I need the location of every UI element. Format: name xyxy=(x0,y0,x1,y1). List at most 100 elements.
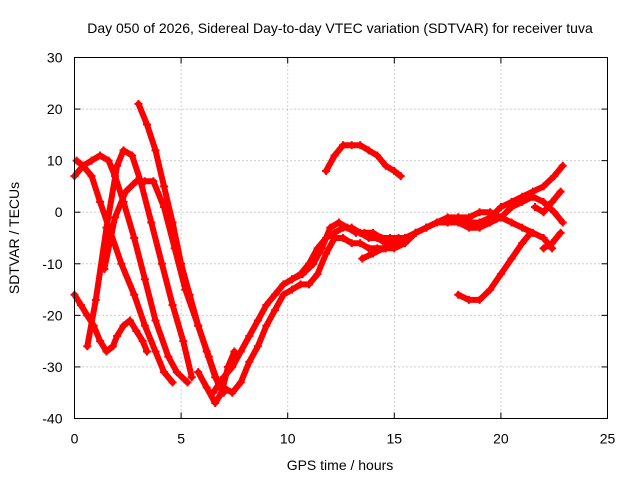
data-series-track-7 xyxy=(194,347,239,408)
data-point-marker xyxy=(411,228,420,237)
data-point-marker xyxy=(507,203,516,212)
data-point-marker xyxy=(187,373,196,382)
chart-title: Day 050 of 2026, Sidereal Day-to-day VTE… xyxy=(87,20,593,36)
data-point-marker xyxy=(140,321,149,330)
data-point-marker xyxy=(550,208,559,217)
data-point-marker xyxy=(130,234,139,242)
data-point-marker xyxy=(298,270,307,279)
data-point-marker xyxy=(377,234,386,242)
data-point-marker xyxy=(245,331,254,340)
data-point-marker xyxy=(496,213,505,222)
data-point-marker xyxy=(177,259,186,268)
data-point-marker xyxy=(356,141,365,150)
data-point-marker xyxy=(548,239,557,248)
data-point-marker xyxy=(183,378,192,387)
data-point-marker xyxy=(96,337,105,346)
data-series-line xyxy=(135,100,227,396)
data-point-marker xyxy=(496,203,505,212)
data-point-marker xyxy=(140,275,149,284)
data-point-marker xyxy=(179,337,188,346)
data-point-marker xyxy=(209,388,218,397)
data-point-marker xyxy=(313,270,322,279)
data-point-marker xyxy=(296,280,305,289)
data-point-marker xyxy=(432,218,441,227)
data-point-marker xyxy=(526,228,535,237)
data-point-marker xyxy=(339,141,348,150)
data-series-line xyxy=(532,188,564,216)
data-point-marker xyxy=(236,347,245,356)
data-point-marker xyxy=(219,383,228,392)
data-point-marker xyxy=(334,218,343,227)
data-point-marker xyxy=(79,161,88,170)
data-point-marker xyxy=(151,316,160,325)
data-series-line xyxy=(323,142,404,180)
data-series-track-1 xyxy=(70,290,151,356)
data-series-track-15 xyxy=(454,228,535,304)
y-tick-label: 0 xyxy=(55,204,63,220)
data-point-marker xyxy=(172,368,181,377)
data-point-marker xyxy=(550,172,559,181)
data-point-marker xyxy=(262,301,271,310)
data-point-marker xyxy=(287,285,296,294)
data-point-marker xyxy=(185,290,194,299)
data-tracks xyxy=(70,99,567,408)
data-point-marker xyxy=(368,228,377,237)
data-point-marker xyxy=(119,146,128,155)
x-axis-label: GPS time / hours xyxy=(287,457,394,473)
data-point-marker xyxy=(160,368,169,377)
data-point-marker xyxy=(113,161,122,170)
data-point-marker xyxy=(76,301,85,310)
data-series-line xyxy=(84,147,195,381)
data-point-marker xyxy=(373,151,382,160)
x-tick-label: 0 xyxy=(71,431,79,447)
data-point-marker xyxy=(119,321,128,330)
data-point-marker xyxy=(539,197,548,206)
data-point-marker xyxy=(558,161,567,170)
data-point-marker xyxy=(132,177,141,186)
data-point-marker xyxy=(228,362,237,371)
data-point-marker xyxy=(96,197,105,206)
data-point-marker xyxy=(556,187,565,196)
data-point-marker xyxy=(422,223,431,232)
data-point-marker xyxy=(113,331,122,340)
data-point-marker xyxy=(279,290,288,299)
data-point-marker xyxy=(539,234,548,242)
data-point-marker xyxy=(309,259,318,268)
data-point-marker xyxy=(236,378,245,387)
data-point-marker xyxy=(347,141,356,150)
y-axis-label: SDTVAR / TECUs xyxy=(6,182,22,294)
data-point-marker xyxy=(531,203,540,212)
data-point-marker xyxy=(339,234,348,242)
data-point-marker xyxy=(111,213,120,222)
data-series-track-4 xyxy=(83,146,196,382)
data-point-marker xyxy=(100,264,109,273)
data-point-marker xyxy=(343,223,352,232)
data-point-marker xyxy=(464,223,473,232)
data-point-marker xyxy=(253,316,262,325)
data-point-marker xyxy=(558,218,567,227)
data-point-marker xyxy=(149,177,158,186)
y-tick-label: 10 xyxy=(47,153,63,169)
data-point-marker xyxy=(228,388,237,397)
data-series-track-11 xyxy=(322,141,405,181)
data-point-marker xyxy=(322,166,331,175)
data-point-marker xyxy=(443,218,452,227)
data-point-marker xyxy=(219,373,228,382)
data-point-marker xyxy=(96,151,105,160)
data-series-track-14 xyxy=(411,208,557,253)
data-point-marker xyxy=(87,172,96,181)
data-point-marker xyxy=(194,368,203,377)
x-tick-label: 15 xyxy=(387,431,403,447)
data-point-marker xyxy=(507,254,516,263)
data-point-marker xyxy=(381,161,390,170)
data-point-marker xyxy=(360,228,369,237)
data-point-marker xyxy=(262,321,271,330)
data-point-marker xyxy=(518,239,527,248)
data-point-marker xyxy=(330,151,339,160)
data-point-marker xyxy=(475,223,484,232)
y-tick-label: -20 xyxy=(42,307,62,323)
data-point-marker xyxy=(245,357,254,366)
data-point-marker xyxy=(132,326,141,335)
data-point-marker xyxy=(117,259,126,268)
data-point-marker xyxy=(507,218,516,227)
